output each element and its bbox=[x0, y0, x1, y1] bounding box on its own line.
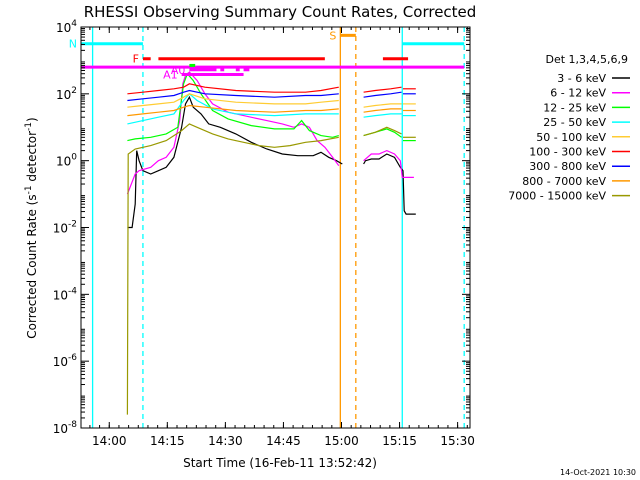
series-line-6-0 bbox=[127, 89, 339, 102]
y-tick-label-3: 10-2 bbox=[53, 220, 77, 236]
x-tick-label-6: 15:30 bbox=[440, 434, 475, 448]
y-label-main: Corrected Count Rate (s bbox=[25, 194, 39, 338]
series-line-6-1 bbox=[363, 91, 402, 98]
timestamp: 14-Oct-2021 10:30 bbox=[560, 468, 636, 477]
y-label-exp2: -1 bbox=[24, 122, 34, 131]
legend-label-7: 800 - 7000 keV bbox=[522, 175, 606, 188]
series-line-0-1 bbox=[363, 153, 416, 215]
legend-label-5: 100 - 300 keV bbox=[529, 146, 606, 159]
y-tick-label-4: 100 bbox=[56, 153, 77, 169]
legend-title: Det 1,3,4,5,6,9 bbox=[545, 53, 628, 66]
y-label-end: ) bbox=[25, 117, 39, 122]
x-tick-label-4: 15:00 bbox=[324, 434, 359, 448]
x-tick-label-5: 15:15 bbox=[382, 434, 417, 448]
legend-label-4: 50 - 100 keV bbox=[536, 131, 606, 144]
y-label-exp1: -1 bbox=[24, 185, 34, 194]
series-line-4-0 bbox=[127, 93, 339, 108]
series-line-0-0 bbox=[127, 95, 343, 229]
series-line-5-1 bbox=[363, 86, 402, 93]
series-group bbox=[126, 71, 416, 415]
plot-frame bbox=[80, 26, 471, 429]
series-line-8-1 bbox=[363, 126, 402, 137]
legend-label-2: 12 - 25 keV bbox=[543, 101, 606, 114]
y-tick-label-1: 10-6 bbox=[53, 353, 78, 369]
y-tick-label-2: 10-4 bbox=[53, 286, 78, 302]
series-line-5-0 bbox=[127, 83, 339, 95]
legend-label-3: 25 - 50 keV bbox=[543, 116, 606, 129]
y-axis-label: Corrected Count Rate (s-1 detector-1) bbox=[24, 117, 39, 338]
series-line-3-0 bbox=[127, 92, 339, 125]
series-line-2-1 bbox=[363, 128, 402, 138]
legend-label-1: 6 - 12 keV bbox=[550, 87, 606, 100]
vertical-markers bbox=[91, 27, 465, 428]
series-line-7-0 bbox=[127, 104, 339, 117]
series-line-3-1 bbox=[363, 113, 402, 118]
flag-label-1: S bbox=[329, 29, 336, 42]
x-tick-label-3: 14:45 bbox=[266, 434, 301, 448]
y-axis-ticks: 10-8 10-6 10-4 10-2 100 102 104 bbox=[53, 19, 470, 436]
legend-label-6: 300 - 800 keV bbox=[529, 160, 606, 173]
series-line-4-1 bbox=[363, 103, 402, 108]
series-line-7-1 bbox=[363, 108, 402, 113]
x-tick-label-0: 14:00 bbox=[92, 434, 127, 448]
chart-title: RHESSI Observing Summary Count Rates, Co… bbox=[84, 3, 477, 21]
flag-label-0: N bbox=[69, 38, 77, 51]
legend-label-8: 7000 - 15000 keV bbox=[508, 190, 606, 203]
x-tick-label-2: 14:30 bbox=[208, 434, 243, 448]
y-tick-label-0: 10-8 bbox=[53, 420, 78, 436]
flag-label-5: A1 bbox=[163, 68, 178, 81]
x-axis-ticks: 14:00 14:15 14:30 14:45 15:00 15:15 15:30 bbox=[89, 27, 475, 448]
x-tick-label-1: 14:15 bbox=[150, 434, 185, 448]
series-line-2-0 bbox=[127, 72, 339, 142]
y-label-mid: detector bbox=[25, 131, 39, 186]
series-line-8-0 bbox=[126, 123, 339, 415]
flag-label-2: F bbox=[133, 53, 139, 66]
series-line-1-1 bbox=[363, 149, 414, 178]
x-axis-label: Start Time (16-Feb-11 13:52:42) bbox=[183, 456, 377, 470]
legend-label-0: 3 - 6 keV bbox=[557, 72, 606, 85]
y-tick-label-5: 102 bbox=[56, 86, 77, 102]
y-tick-label-6: 104 bbox=[56, 19, 77, 35]
